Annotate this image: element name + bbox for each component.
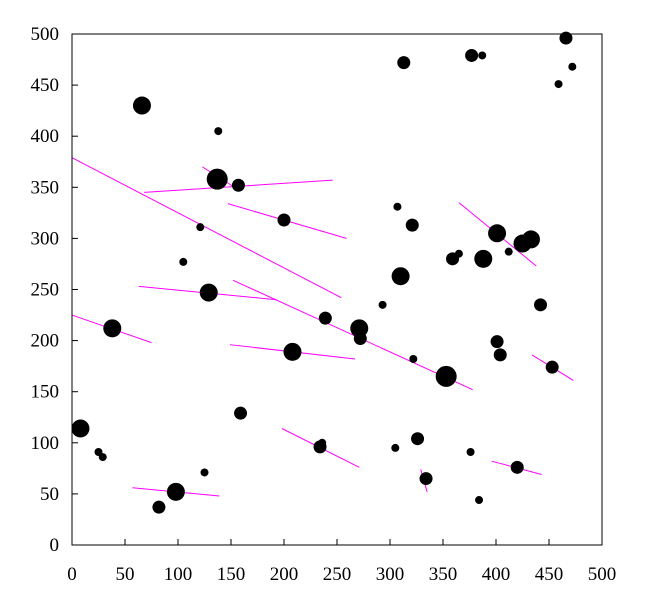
data-point-16 [283, 342, 302, 361]
data-point-2 [98, 453, 107, 462]
data-point-0 [71, 419, 90, 438]
data-point-4 [132, 96, 151, 115]
data-point-47 [545, 360, 559, 374]
data-point-33 [454, 249, 463, 258]
y-tick-label-3: 150 [31, 382, 60, 403]
data-point-40 [490, 335, 504, 349]
data-point-11 [214, 127, 223, 136]
line-segment-6 [232, 279, 473, 391]
data-point-19 [318, 311, 332, 325]
y-tick-label-2: 100 [31, 433, 60, 454]
data-point-49 [559, 31, 573, 45]
data-point-27 [405, 218, 419, 232]
data-point-12 [206, 168, 228, 190]
data-point-30 [419, 472, 433, 486]
data-point-46 [534, 298, 548, 312]
data-point-25 [391, 267, 410, 286]
data-point-50 [568, 62, 577, 71]
y-axis: 0 50 100 150 200 250 300 350 400 450 500 [31, 24, 78, 556]
y-tick-label-0: 0 [50, 535, 60, 556]
line-segment-0 [71, 157, 342, 299]
data-point-31 [435, 365, 457, 387]
data-point-22 [378, 300, 387, 309]
y-tick-label-10: 500 [31, 24, 60, 45]
y-tick-label-5: 250 [31, 280, 60, 301]
x-tick-label-8: 400 [482, 564, 511, 585]
data-point-14 [234, 406, 248, 420]
data-point-5 [152, 500, 166, 514]
y-tick-label-9: 450 [31, 75, 60, 96]
x-tick-label-5: 250 [323, 564, 352, 585]
y-tick-label-7: 350 [31, 177, 60, 198]
data-point-39 [488, 224, 507, 243]
x-tick-label-0: 0 [67, 564, 77, 585]
data-point-15 [277, 213, 291, 227]
y-tick-label-8: 400 [31, 126, 60, 147]
data-point-21 [353, 332, 367, 346]
data-point-7 [179, 257, 188, 266]
data-point-36 [475, 496, 484, 505]
data-point-29 [411, 432, 425, 446]
x-tick-label-7: 350 [429, 564, 458, 585]
data-point-37 [478, 51, 487, 60]
x-tick-label-9: 450 [535, 564, 564, 585]
data-point-41 [493, 348, 507, 362]
data-point-42 [504, 247, 513, 256]
y-tick-label-1: 50 [40, 484, 59, 505]
x-tick-label-6: 300 [376, 564, 405, 585]
data-point-23 [391, 443, 400, 452]
data-point-13 [231, 178, 245, 192]
data-point-45 [521, 230, 540, 249]
x-tick-label-1: 50 [116, 564, 135, 585]
x-tick-label-3: 150 [217, 564, 246, 585]
data-point-24 [393, 202, 402, 211]
points-layer [71, 31, 577, 514]
data-point-18 [318, 438, 327, 447]
y-tick-label-6: 300 [31, 228, 60, 249]
x-tick-label-4: 200 [270, 564, 299, 585]
data-point-48 [554, 80, 563, 89]
data-point-38 [474, 249, 493, 268]
data-point-10 [199, 283, 218, 302]
x-axis: 0 50 100 150 200 250 300 350 400 450 500 [67, 539, 616, 585]
data-point-8 [196, 223, 205, 232]
data-point-6 [166, 482, 185, 501]
data-point-35 [465, 48, 479, 62]
data-point-28 [409, 354, 418, 363]
data-point-20 [350, 319, 369, 338]
data-point-43 [510, 460, 524, 474]
data-point-26 [397, 56, 411, 70]
data-point-34 [466, 447, 475, 456]
data-point-9 [200, 468, 209, 477]
y-tick-label-4: 200 [31, 331, 60, 352]
x-tick-label-2: 100 [164, 564, 193, 585]
data-point-3 [103, 319, 122, 338]
x-tick-label-10: 500 [588, 564, 617, 585]
